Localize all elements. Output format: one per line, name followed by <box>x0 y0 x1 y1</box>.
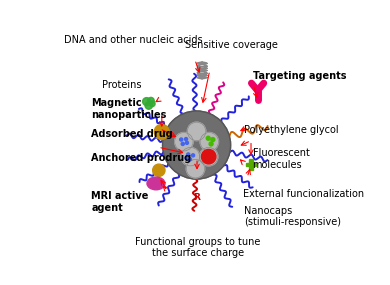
Circle shape <box>148 97 154 104</box>
Circle shape <box>191 154 195 157</box>
Text: Polyethylene glycol: Polyethylene glycol <box>244 125 339 135</box>
Circle shape <box>199 147 218 166</box>
Circle shape <box>209 142 213 146</box>
Circle shape <box>211 138 215 142</box>
Text: Targeting agents: Targeting agents <box>253 71 346 81</box>
Circle shape <box>185 141 188 144</box>
Text: Functional groups to tune
the surface charge: Functional groups to tune the surface ch… <box>135 237 261 258</box>
Text: Sensitive coverage: Sensitive coverage <box>184 40 277 50</box>
Circle shape <box>206 136 210 140</box>
Circle shape <box>175 133 193 151</box>
Text: Proteins: Proteins <box>102 80 142 90</box>
Text: Fluorescent
molecules: Fluorescent molecules <box>253 148 309 170</box>
Text: MRI active
agent: MRI active agent <box>91 191 149 213</box>
Circle shape <box>163 111 230 179</box>
Circle shape <box>187 122 206 141</box>
Text: External funcionalization: External funcionalization <box>243 190 364 199</box>
Circle shape <box>200 133 218 151</box>
FancyBboxPatch shape <box>250 159 253 170</box>
Text: Adsorbed drug: Adsorbed drug <box>91 129 173 139</box>
Circle shape <box>186 160 205 178</box>
Circle shape <box>154 124 169 139</box>
Circle shape <box>201 149 216 164</box>
Circle shape <box>181 142 184 145</box>
Circle shape <box>149 101 155 107</box>
Circle shape <box>188 158 191 161</box>
Circle shape <box>185 156 188 160</box>
Circle shape <box>187 153 190 156</box>
Circle shape <box>181 147 200 166</box>
Text: DNA and other nucleic acids: DNA and other nucleic acids <box>64 35 202 45</box>
FancyBboxPatch shape <box>246 163 256 166</box>
Circle shape <box>180 138 183 141</box>
Circle shape <box>145 102 152 109</box>
Circle shape <box>184 138 188 141</box>
Text: Nanocaps
(stimuli-responsive): Nanocaps (stimuli-responsive) <box>244 205 341 227</box>
Circle shape <box>153 164 165 176</box>
Text: Magnetic
nanoparticles: Magnetic nanoparticles <box>91 98 167 120</box>
Circle shape <box>143 98 151 105</box>
Text: Anchored prodrug: Anchored prodrug <box>91 153 191 163</box>
Ellipse shape <box>147 177 165 190</box>
Text: R: R <box>193 193 200 202</box>
